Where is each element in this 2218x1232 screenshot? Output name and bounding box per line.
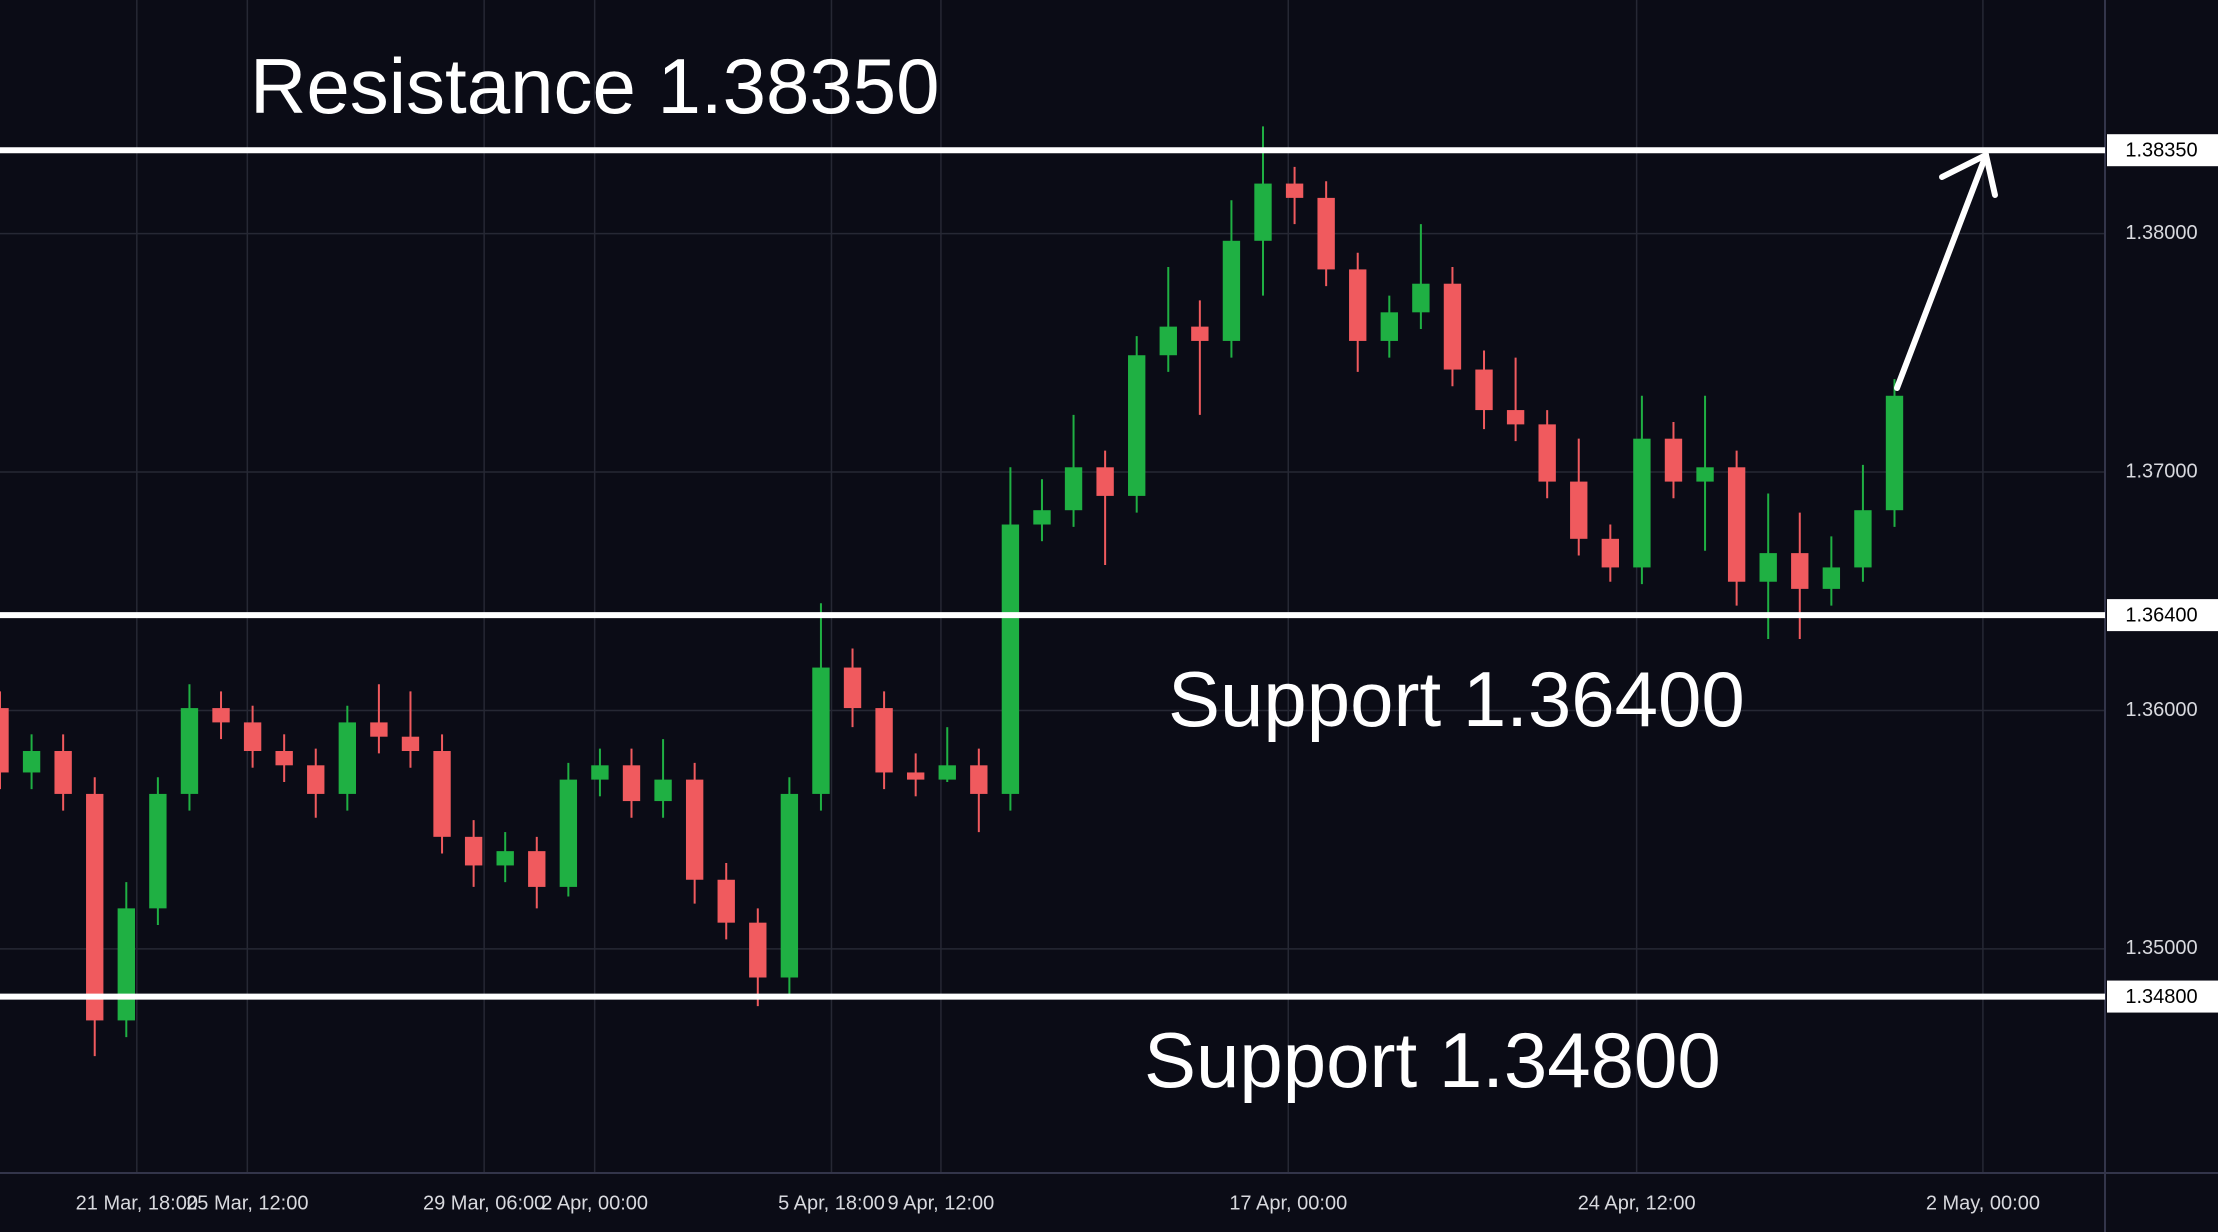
candle-body [180,708,199,794]
candle-body [1096,467,1114,496]
candle-body [780,793,799,978]
candle-body [1538,424,1556,482]
candle-body [875,708,893,773]
candle-body [970,765,988,794]
candle-body [149,793,167,909]
candle-body [1443,283,1462,370]
x-tick-label: 29 Mar, 06:00 [423,1192,545,1214]
candle-body [1349,269,1367,341]
candle-body [338,722,357,794]
level-annotation: Support 1.36400 [1168,655,1745,743]
candle-body [86,793,104,1021]
candle-body [1759,553,1777,582]
candle-body [1885,395,1904,511]
candle-body [1001,524,1020,794]
level-price-label: 1.34800 [2125,986,2197,1008]
candle-body [1412,283,1430,313]
candle-body [906,772,925,780]
candle-body [1222,240,1241,341]
candle-body [528,851,546,887]
y-tick-label: 1.35000 [2125,937,2197,959]
x-tick-label: 24 Apr, 12:00 [1578,1192,1696,1214]
candle-body [22,751,41,773]
candle-body [1285,183,1304,198]
x-tick-label: 25 Mar, 12:00 [186,1192,308,1214]
candle-body [275,751,293,766]
y-tick-label: 1.38000 [2125,222,2197,244]
candle-body [1601,538,1620,568]
x-tick-label: 5 Apr, 18:00 [778,1192,885,1214]
candle-body [1064,467,1083,511]
candle-body [1791,553,1809,589]
y-tick-label: 1.36000 [2125,699,2197,721]
candle-body [1633,438,1651,568]
candle-body [1506,410,1525,425]
candle-body [685,779,704,880]
candle-body [591,765,609,780]
candle-body [1033,510,1051,525]
x-tick-label: 2 Apr, 00:00 [541,1192,648,1214]
candle-body [243,722,262,752]
y-tick-label: 1.37000 [2125,460,2197,482]
candle-body [622,765,641,802]
candle-body [1475,369,1493,411]
candle-body [1380,312,1398,341]
candle-body [1128,355,1146,496]
level-annotation: Support 1.34800 [1144,1016,1721,1104]
candle-body [401,736,420,752]
candle-body [496,851,514,866]
level-price-box [2107,134,2218,167]
candle-body [212,708,230,723]
candle-body [0,708,9,773]
candle-body [370,722,388,737]
candle-body [749,922,767,978]
candle-body [812,667,830,794]
level-price-label: 1.36400 [2125,604,2197,626]
candle-body [1159,326,1177,356]
candle-body [464,836,483,866]
level-annotation: Resistance 1.38350 [250,42,939,130]
x-tick-label: 21 Mar, 18:00 [76,1192,198,1214]
level-price-box [2107,980,2218,1013]
trend-arrow [1894,150,1998,391]
level-price-label: 1.38350 [2125,139,2197,161]
candle-body [307,765,325,794]
candle-body [938,765,956,780]
candle-body [1254,183,1272,241]
candle-body [433,751,451,837]
candle-body [54,751,72,794]
candle-body [117,908,135,1021]
candle-body [1664,438,1683,482]
candle-body [1191,326,1209,341]
x-tick-label: 9 Apr, 12:00 [888,1192,995,1214]
candle-body [1727,467,1746,582]
x-tick-label: 17 Apr, 00:00 [1229,1192,1347,1214]
candle-body [1696,467,1714,482]
x-tick-label: 2 May, 00:00 [1926,1192,2040,1214]
candle-body [843,667,862,709]
candle-body [559,779,578,887]
candle-body [717,879,735,923]
candle-body [1822,567,1841,589]
candle-body [1854,510,1872,568]
candle-body [1570,481,1588,539]
candle-body [1317,197,1335,270]
level-price-box [2107,599,2218,632]
candle-body [654,779,672,802]
